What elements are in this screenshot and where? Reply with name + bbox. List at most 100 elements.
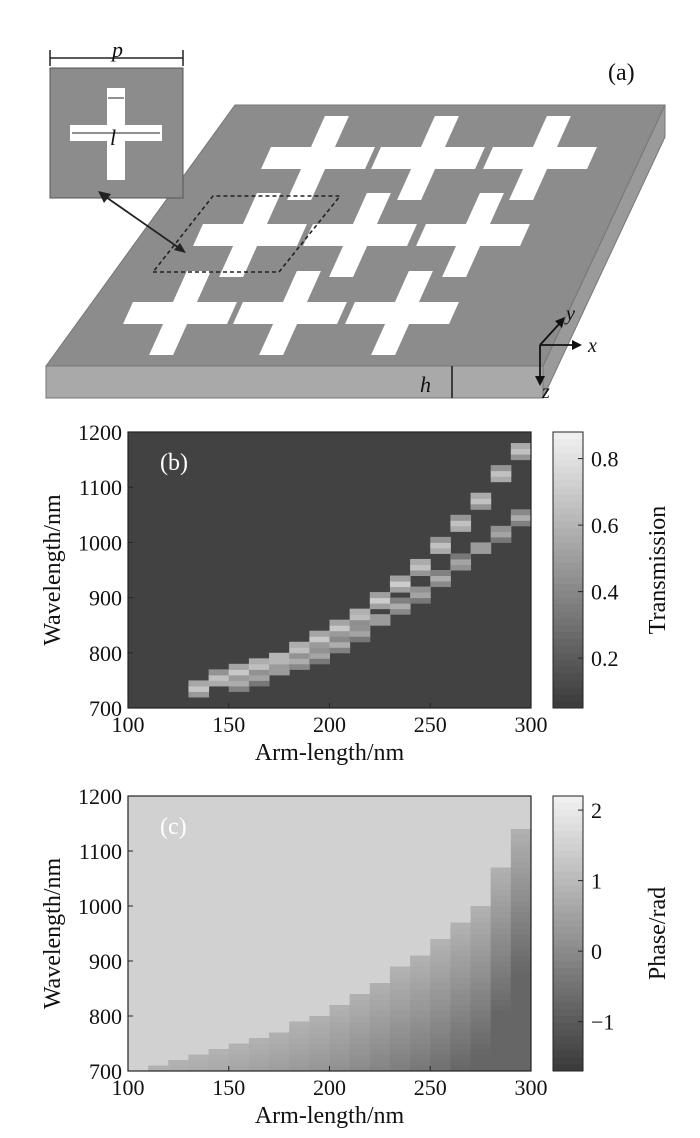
colorbar-segment [553, 809, 583, 818]
heatmap-cell [430, 1054, 451, 1061]
x-tick-label: 200 [313, 712, 346, 737]
heatmap-cell [490, 889, 512, 896]
heatmap-cell [490, 470, 512, 477]
colorbar-segment [553, 974, 583, 983]
heatmap-cell [510, 862, 532, 868]
heatmap-cell [188, 680, 210, 687]
y-tick-label: 700 [89, 1059, 122, 1084]
x-axis-arrow-head [572, 340, 582, 350]
heatmap-cell [510, 933, 532, 940]
x-tick-label: 150 [212, 712, 245, 737]
colorbar-segment [553, 673, 583, 681]
heatmap-cell [450, 520, 472, 527]
heatmap-cell [309, 1038, 330, 1044]
unit-cell-outline [151, 195, 342, 273]
heatmap-cell [228, 685, 250, 692]
heatmap-cell [289, 647, 310, 654]
heatmap-cell [329, 1016, 351, 1022]
y-axis-title: Wavelength/nm [40, 857, 66, 1009]
heatmap-cell [389, 1032, 411, 1039]
y-tick-label: 900 [89, 586, 122, 611]
heatmap-cell [329, 1038, 351, 1044]
heatmap-cell [410, 1010, 431, 1017]
heatmap-cell [490, 1060, 512, 1066]
heatmap-cell [450, 966, 472, 973]
heatmap-cell [410, 1005, 431, 1011]
heatmap-cell [490, 1065, 512, 1072]
heatmap-cell [248, 680, 270, 687]
heatmap-cell [369, 983, 391, 989]
heatmap-cell [490, 1027, 512, 1033]
heatmap-cell [369, 603, 391, 610]
heatmap-cell [228, 663, 250, 670]
substrate-front-face [45, 365, 544, 399]
heatmap-cell [430, 1060, 451, 1066]
heatmap-cell [269, 652, 290, 659]
heatmap-cell [510, 955, 532, 962]
heatmap-cell [430, 1021, 451, 1028]
colorbar-segment [553, 535, 583, 543]
colorbar-segment [553, 837, 583, 845]
colorbar-segment [553, 514, 583, 523]
heatmap-cell [389, 988, 411, 995]
colorbar-segment [553, 570, 583, 578]
heatmap-cell [430, 547, 451, 554]
heatmap-cell [309, 1049, 330, 1055]
heatmap-cell [490, 994, 512, 1000]
heatmap-cell [208, 1054, 230, 1061]
heatmap-cell [490, 476, 512, 483]
colorbar-segment [553, 1016, 583, 1024]
colorbar-segment [553, 871, 583, 879]
heatmap-cell [490, 1032, 512, 1039]
heatmap-cell [410, 558, 431, 565]
colorbar-segment [553, 892, 583, 900]
colorbar-segment [553, 919, 583, 928]
heatmap-cell [430, 1038, 451, 1044]
colorbar-segment [553, 1009, 583, 1017]
heatmap-cell [228, 680, 250, 687]
colorbar-segment [553, 501, 583, 509]
heatmap-cell [228, 674, 250, 681]
heatmap-cell [450, 1049, 472, 1055]
colorbar-tick-label: −1 [591, 1010, 614, 1035]
heatmap-cell [369, 999, 391, 1006]
heatmap-cell [430, 570, 451, 577]
heatmap-cell [450, 955, 472, 962]
heatmap-cell [470, 1065, 492, 1072]
colorbar-segment [553, 823, 583, 831]
heatmap-cell [510, 448, 532, 455]
heatmap-cell [269, 1038, 290, 1044]
y-tick-label: 1000 [78, 894, 122, 919]
colorbar-segment [553, 802, 583, 811]
heatmap-cell [248, 1060, 270, 1066]
heatmap-cell [510, 1021, 532, 1028]
heatmap-cell [490, 873, 512, 879]
heatmap-cell [510, 867, 532, 874]
heatmap-cell [430, 536, 451, 543]
heatmap-cell [369, 1010, 391, 1017]
heatmap-cell [269, 663, 290, 670]
heatmap-cell [510, 1043, 532, 1050]
colorbar-segment [553, 666, 583, 674]
heatmap-cell [389, 1060, 411, 1066]
heatmap-cell [490, 988, 512, 995]
heatmap-cell [369, 1032, 391, 1039]
heatmap-cell [389, 1005, 411, 1011]
heatmap-cell [510, 1032, 532, 1039]
colorbar-segment [553, 639, 583, 647]
heatmap-cell [369, 1054, 391, 1061]
heatmap-cell [389, 1038, 411, 1044]
heatmap-cell [349, 1043, 371, 1050]
cross-arm-vertical [287, 116, 349, 200]
heatmap-cell [450, 922, 472, 929]
heatmap-cell [410, 592, 431, 599]
colorbar-segment [553, 981, 583, 989]
colorbar-segment [553, 597, 583, 605]
heatmap-cell [450, 525, 472, 532]
heatmap-cell [470, 955, 492, 962]
cross-arm-vertical [329, 193, 391, 277]
colorbar-segment [553, 480, 583, 488]
heatmap-cell [309, 641, 330, 648]
heatmap-cell [510, 939, 532, 945]
